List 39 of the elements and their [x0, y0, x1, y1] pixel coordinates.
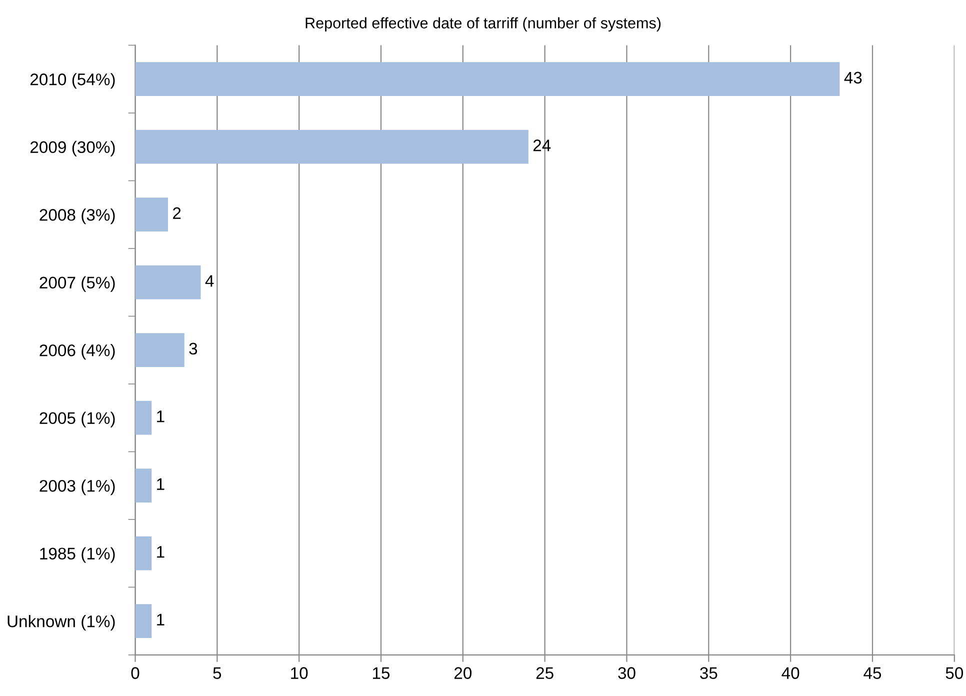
x-tick-label: 45: [864, 667, 882, 679]
bar: [135, 604, 152, 638]
x-tick-label: 15: [372, 667, 390, 679]
bar: [135, 536, 152, 570]
bar: [135, 62, 840, 96]
y-tick-label: 2006 (4%): [40, 344, 115, 360]
data-label: 1: [157, 410, 164, 422]
data-label: 4: [205, 275, 214, 287]
y-tick-label: 2003 (1%): [40, 480, 115, 496]
y-tick-label: 1985 (1%): [40, 547, 115, 563]
bar: [135, 265, 201, 300]
x-tick-label: 10: [291, 667, 308, 679]
bar: [135, 130, 528, 164]
y-tick-label: 2007 (5%): [40, 276, 115, 292]
bar: [135, 468, 152, 503]
x-tick-label: 25: [536, 667, 554, 679]
data-label: 24: [533, 140, 551, 152]
bar: [135, 198, 168, 232]
data-label: 1: [157, 478, 164, 490]
y-tick-label: 2005 (1%): [40, 412, 115, 428]
data-label: 1: [157, 614, 164, 626]
x-tick-label: 20: [454, 667, 472, 679]
x-tick-label: 30: [618, 667, 636, 679]
y-tick-label: 2009 (30%): [30, 140, 115, 156]
x-tick-label: 5: [213, 667, 222, 679]
bar: [135, 333, 184, 368]
data-label: 2: [173, 207, 181, 219]
data-label: 3: [189, 342, 198, 355]
x-tick-label: 0: [131, 667, 140, 679]
bar: [135, 400, 152, 435]
y-tick-label: Unknown (1%): [8, 615, 115, 631]
data-label: 43: [844, 72, 862, 84]
y-tick-label: 2008 (3%): [40, 208, 115, 224]
x-tick-label: 50: [946, 667, 964, 679]
data-label: 1: [157, 546, 164, 558]
y-tick-label: 2010 (54%): [30, 73, 115, 89]
x-tick-label: 40: [782, 667, 800, 679]
x-tick-label: 35: [700, 667, 718, 679]
chart-title: Reported effective date of tarriff (number of systems): [306, 17, 661, 32]
